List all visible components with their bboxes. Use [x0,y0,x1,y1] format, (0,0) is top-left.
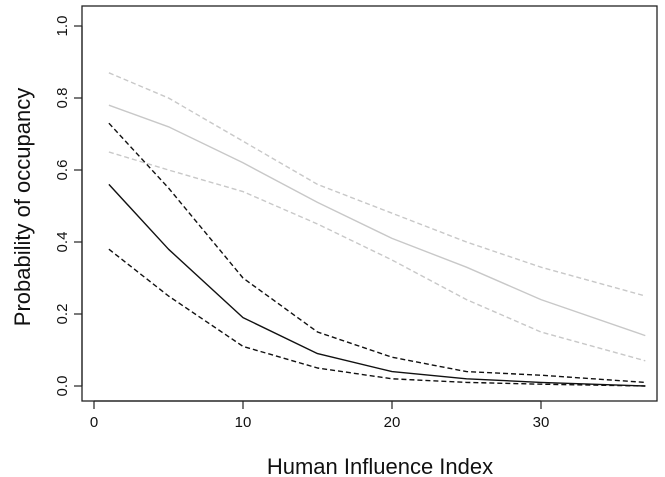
y-axis-title: Probability of occupancy [10,88,35,326]
y-tick-label: 0.4 [54,232,71,253]
series-line-4 [108,183,646,387]
series-line-5 [108,122,646,384]
y-tick-label: 0.6 [54,160,71,181]
y-tick-label: 1.0 [54,16,71,37]
series-line-3 [108,151,646,362]
y-tick-label: 0.0 [54,376,71,397]
series-layer [108,72,646,387]
series-line-6 [108,248,646,387]
series-line-1 [108,104,646,337]
y-axis: 0.0 0.2 0.4 0.6 0.8 1.0 [54,16,83,397]
y-tick-label: 0.2 [54,304,71,325]
plot-frame [81,5,658,402]
y-tick-label: 0.8 [54,88,71,109]
x-axis-title: Human Influence Index [267,454,493,477]
x-axis: 0 10 20 30 [90,400,550,431]
x-tick-label: 0 [90,414,98,431]
x-tick-label: 10 [235,414,252,431]
x-tick-label: 30 [533,414,550,431]
series-line-2 [108,72,646,297]
x-tick-label: 20 [384,414,401,431]
